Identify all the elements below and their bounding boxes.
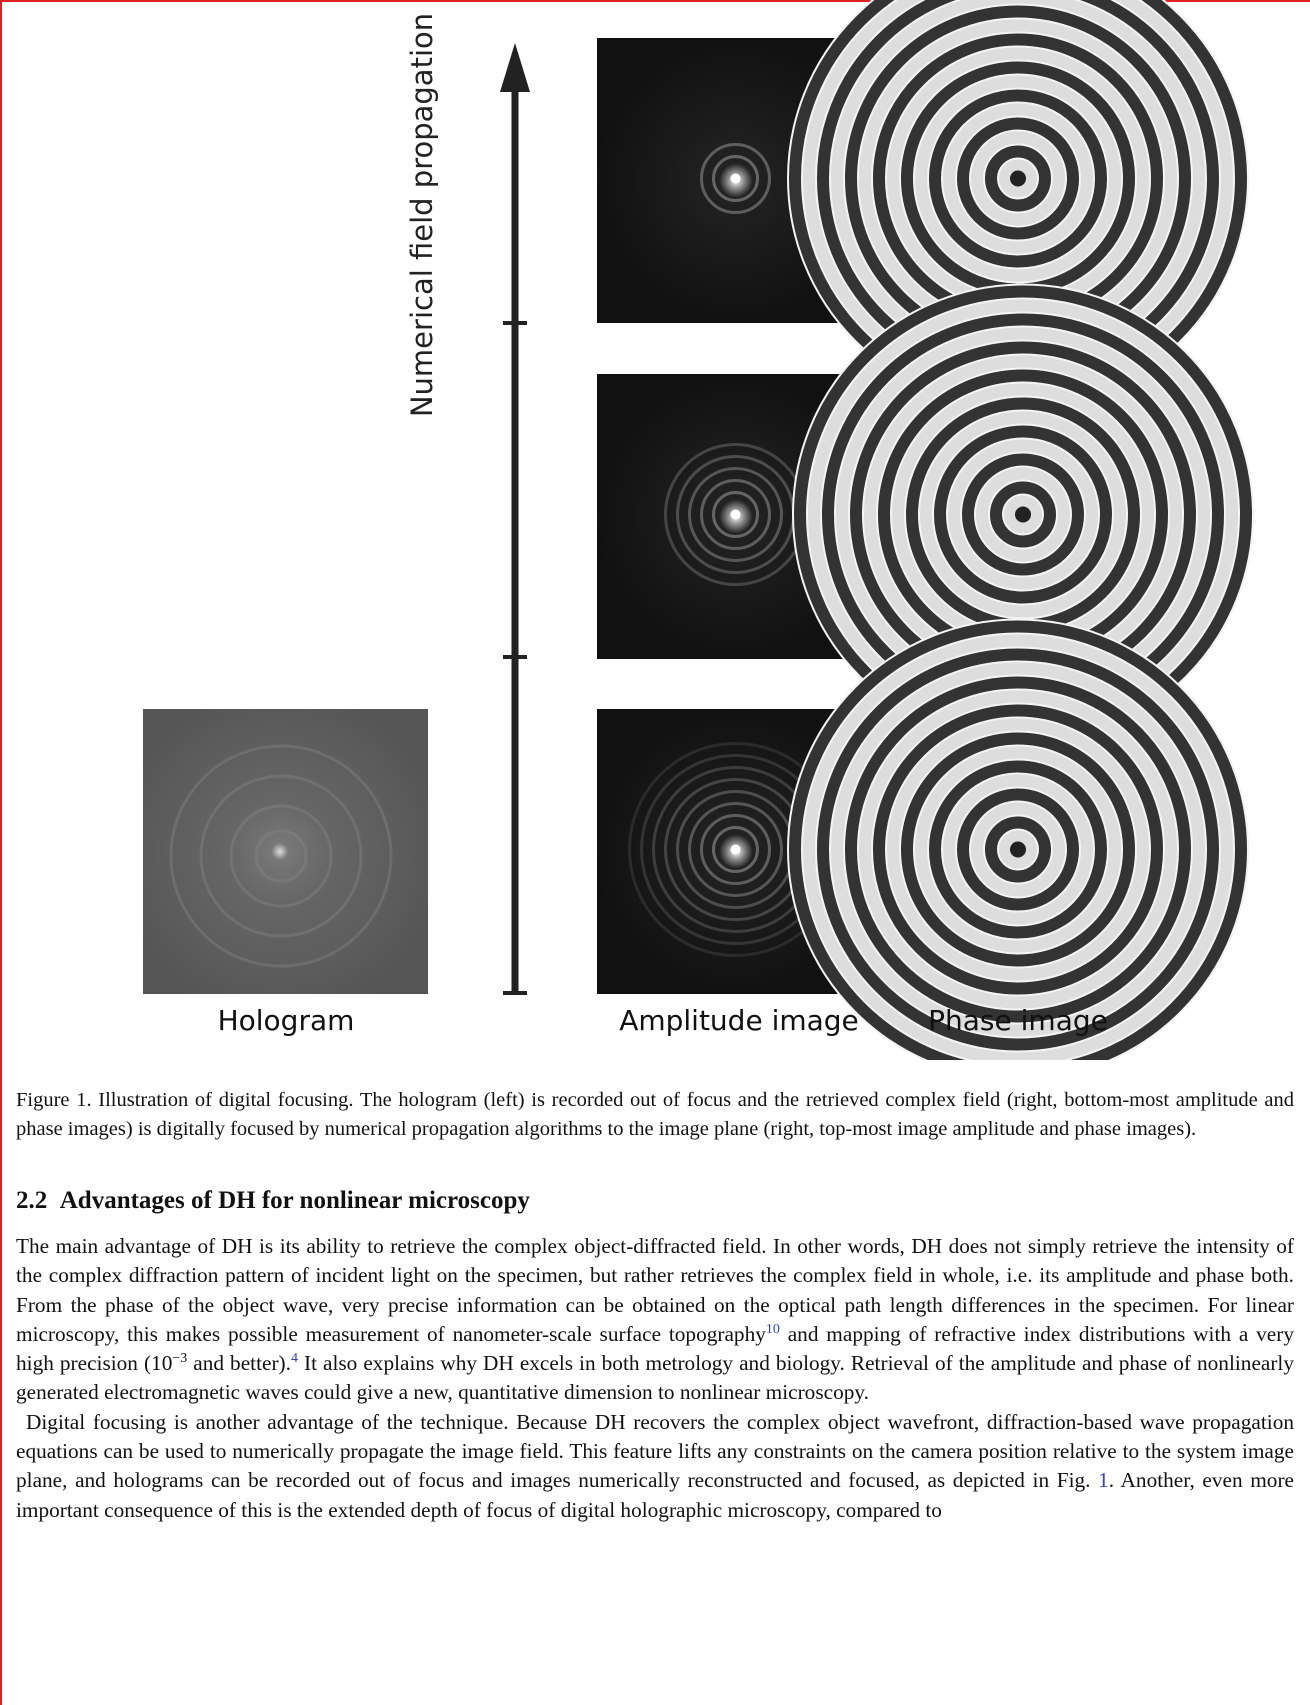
axis-label: Numerical field propagation [405, 13, 439, 417]
exponent: −3 [172, 1351, 187, 1366]
citation[interactable]: 10 [766, 1322, 780, 1337]
hologram-label: Hologram [218, 1004, 355, 1037]
paragraph: The main advantage of DH is its ability … [16, 1232, 1294, 1408]
text-run: and better). [187, 1351, 291, 1375]
amplitude-peak [731, 845, 741, 855]
phase-label: Phase image [928, 1004, 1108, 1037]
figure-ref[interactable]: 1 [1098, 1468, 1109, 1492]
phase-center [1015, 507, 1031, 523]
page: Numerical field propagation Hologram Amp… [0, 0, 1310, 1705]
section-number: 2.2 [16, 1187, 47, 1214]
phase-rings [788, 620, 1248, 1061]
hologram-image [143, 709, 428, 994]
citation[interactable]: 4 [291, 1351, 298, 1366]
figure-caption: Figure 1. Illustration of digital focusi… [16, 1086, 1294, 1144]
phase-center [1010, 171, 1026, 187]
paragraph: Digital focusing is another advantage of… [16, 1408, 1294, 1525]
phase-center [1010, 842, 1026, 858]
amplitude-peak [731, 510, 741, 520]
section-title: Advantages of DH for nonlinear microscop… [60, 1187, 530, 1214]
body-text: The main advantage of DH is its ability … [16, 1232, 1294, 1525]
figure: Numerical field propagation Hologram Amp… [0, 0, 1310, 1060]
amplitude-label: Amplitude image [619, 1004, 859, 1037]
arrow-head [500, 43, 530, 92]
amplitude-peak [731, 174, 741, 184]
section-heading: 2.2 Advantages of DH for nonlinear micro… [16, 1187, 530, 1215]
